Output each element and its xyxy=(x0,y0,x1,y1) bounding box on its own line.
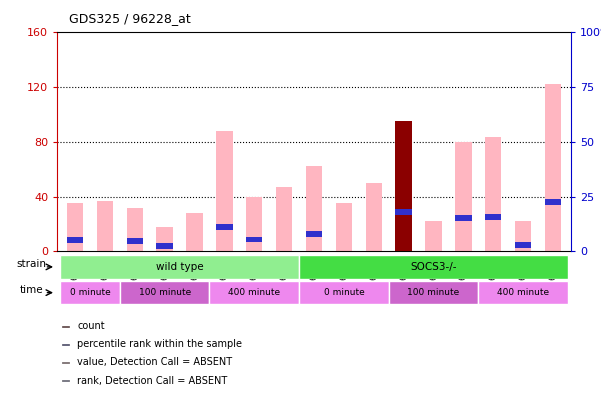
Bar xyxy=(60,281,120,305)
Text: 400 minute: 400 minute xyxy=(497,288,549,297)
Bar xyxy=(389,281,478,305)
Bar xyxy=(216,224,233,230)
Bar xyxy=(306,166,322,251)
Bar xyxy=(336,204,352,251)
Bar xyxy=(67,237,83,243)
Bar xyxy=(156,227,173,251)
Bar xyxy=(63,380,70,381)
Bar xyxy=(306,232,322,237)
Bar xyxy=(127,238,143,244)
Bar xyxy=(545,199,561,205)
Bar xyxy=(63,326,70,327)
Bar xyxy=(63,344,70,345)
Bar xyxy=(545,84,561,251)
Bar xyxy=(365,183,382,251)
Text: SOCS3-/-: SOCS3-/- xyxy=(410,262,457,272)
Bar xyxy=(63,362,70,363)
Bar xyxy=(210,281,299,305)
Bar xyxy=(246,237,263,242)
Text: GDS325 / 96228_at: GDS325 / 96228_at xyxy=(69,12,191,25)
Text: rank, Detection Call = ABSENT: rank, Detection Call = ABSENT xyxy=(77,375,227,386)
Bar xyxy=(485,137,501,251)
Text: 0 minute: 0 minute xyxy=(70,288,111,297)
Bar xyxy=(246,237,263,242)
Text: 400 minute: 400 minute xyxy=(228,288,280,297)
Bar xyxy=(515,221,531,251)
Text: 100 minute: 100 minute xyxy=(407,288,460,297)
Bar xyxy=(156,243,173,249)
Bar xyxy=(67,204,83,251)
Bar xyxy=(515,242,531,248)
Bar xyxy=(216,224,233,230)
Bar xyxy=(395,209,412,215)
Bar xyxy=(299,255,568,279)
Text: 100 minute: 100 minute xyxy=(138,288,191,297)
Bar xyxy=(478,281,568,305)
Bar xyxy=(545,199,561,205)
Bar xyxy=(127,208,143,251)
Text: 0 minute: 0 minute xyxy=(323,288,364,297)
Bar xyxy=(485,214,501,219)
Bar xyxy=(67,237,83,243)
Bar xyxy=(395,121,412,251)
Bar xyxy=(276,187,292,251)
Bar xyxy=(60,255,299,279)
Text: wild type: wild type xyxy=(156,262,203,272)
Bar xyxy=(216,131,233,251)
Bar xyxy=(515,242,531,248)
Bar xyxy=(455,215,472,221)
Bar xyxy=(97,201,113,251)
Bar xyxy=(426,221,442,251)
Text: time: time xyxy=(20,285,43,295)
Bar xyxy=(156,244,173,249)
Bar xyxy=(485,214,501,219)
Bar xyxy=(246,196,263,251)
Text: percentile rank within the sample: percentile rank within the sample xyxy=(77,339,242,349)
Bar xyxy=(455,141,472,251)
Text: value, Detection Call = ABSENT: value, Detection Call = ABSENT xyxy=(77,358,232,367)
Bar xyxy=(455,215,472,221)
Bar xyxy=(306,232,322,237)
Bar xyxy=(299,281,389,305)
Text: count: count xyxy=(77,322,105,331)
Text: strain: strain xyxy=(16,259,46,269)
Bar xyxy=(120,281,210,305)
Bar xyxy=(186,213,203,251)
Bar xyxy=(127,238,143,244)
